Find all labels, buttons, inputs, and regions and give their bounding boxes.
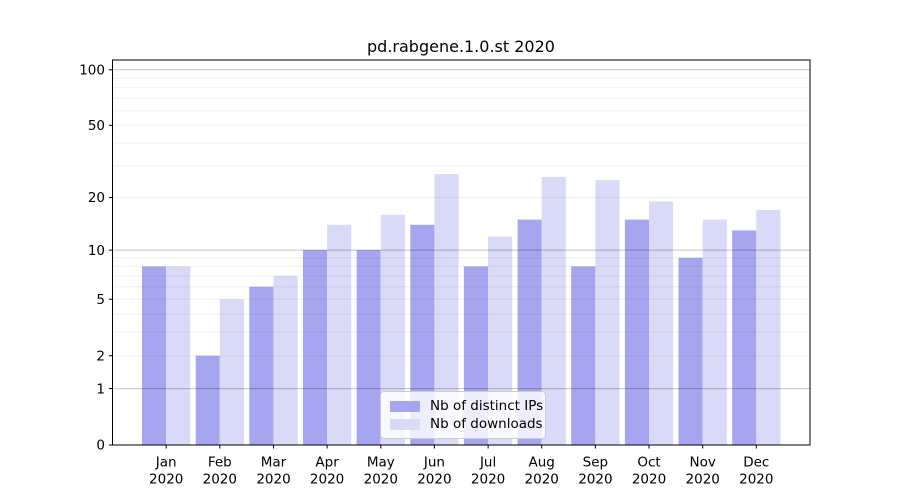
x-tick-label-year-oct: 2020 xyxy=(632,472,666,488)
x-tick-label-month-oct: Oct xyxy=(637,455,660,471)
x-tick-label-year-jan: 2020 xyxy=(149,472,183,488)
legend-swatch-distinct-ips-icon xyxy=(390,400,420,412)
x-tick-label-year-jun: 2020 xyxy=(417,472,451,488)
bar-downloads-nov xyxy=(702,219,727,445)
x-tick-label-year-sep: 2020 xyxy=(578,472,612,488)
plot-border xyxy=(112,59,811,446)
x-tick-label-month-mar: Mar xyxy=(261,455,287,471)
bar-distinct-ips-mar xyxy=(249,286,274,445)
x-tick-label-year-dec: 2020 xyxy=(739,472,773,488)
x-tick-label-month-aug: Aug xyxy=(529,455,555,471)
x-tick-label-month-sep: Sep xyxy=(583,455,608,471)
bar-downloads-apr xyxy=(327,224,352,445)
bar-distinct-ips-oct xyxy=(624,219,649,445)
legend: Nb of distinct IPs Nb of downloads xyxy=(380,391,546,439)
bar-distinct-ips-feb xyxy=(195,355,220,445)
x-tick-label-month-jun: Jun xyxy=(423,455,445,471)
x-tick-label-year-feb: 2020 xyxy=(203,472,237,488)
x-tick-label-month-may: May xyxy=(367,455,395,471)
y-tick-label-1: 1 xyxy=(96,381,105,397)
y-tick-label-10: 10 xyxy=(88,243,105,259)
y-tick-label-100: 100 xyxy=(79,63,105,79)
y-tick-label-50: 50 xyxy=(88,118,105,134)
x-tick-label-month-jan: Jan xyxy=(155,455,177,471)
bar-downloads-oct xyxy=(649,201,674,445)
bar-distinct-ips-jan xyxy=(142,266,167,445)
x-tick-label-month-dec: Dec xyxy=(743,455,769,471)
bar-downloads-dec xyxy=(756,210,781,445)
bar-distinct-ips-sep xyxy=(571,266,596,445)
x-tick-label-month-jul: Jul xyxy=(479,455,496,471)
bar-downloads-jan xyxy=(166,266,191,445)
bar-downloads-feb xyxy=(219,299,244,445)
x-tick-label-year-apr: 2020 xyxy=(310,472,344,488)
x-tick-label-year-nov: 2020 xyxy=(686,472,720,488)
legend-item-downloads: Nb of downloads xyxy=(390,415,543,433)
legend-swatch-downloads-icon xyxy=(390,418,420,430)
chart-title: pd.rabgene.1.0.st 2020 xyxy=(367,37,555,56)
x-tick-label-year-mar: 2020 xyxy=(256,472,290,488)
y-tick-label-2: 2 xyxy=(96,348,105,364)
y-tick-label-5: 5 xyxy=(96,292,105,308)
x-tick-label-month-apr: Apr xyxy=(315,455,339,471)
bar-distinct-ips-dec xyxy=(732,230,757,445)
bar-distinct-ips-apr xyxy=(303,250,328,445)
bar-downloads-sep xyxy=(595,180,620,445)
legend-item-distinct-ips: Nb of distinct IPs xyxy=(390,397,543,415)
bar-downloads-mar xyxy=(273,275,298,445)
y-tick-label-0: 0 xyxy=(96,438,105,454)
x-tick-label-month-feb: Feb xyxy=(208,455,232,471)
bar-distinct-ips-nov xyxy=(678,257,703,445)
legend-label-downloads: Nb of downloads xyxy=(430,416,543,432)
legend-label-distinct-ips: Nb of distinct IPs xyxy=(430,398,544,414)
x-tick-label-month-nov: Nov xyxy=(690,455,716,471)
x-tick-label-year-jul: 2020 xyxy=(471,472,505,488)
bar-distinct-ips-may xyxy=(356,250,381,445)
x-tick-label-year-aug: 2020 xyxy=(525,472,559,488)
y-tick-label-20: 20 xyxy=(88,190,105,206)
x-tick-label-year-may: 2020 xyxy=(364,472,398,488)
